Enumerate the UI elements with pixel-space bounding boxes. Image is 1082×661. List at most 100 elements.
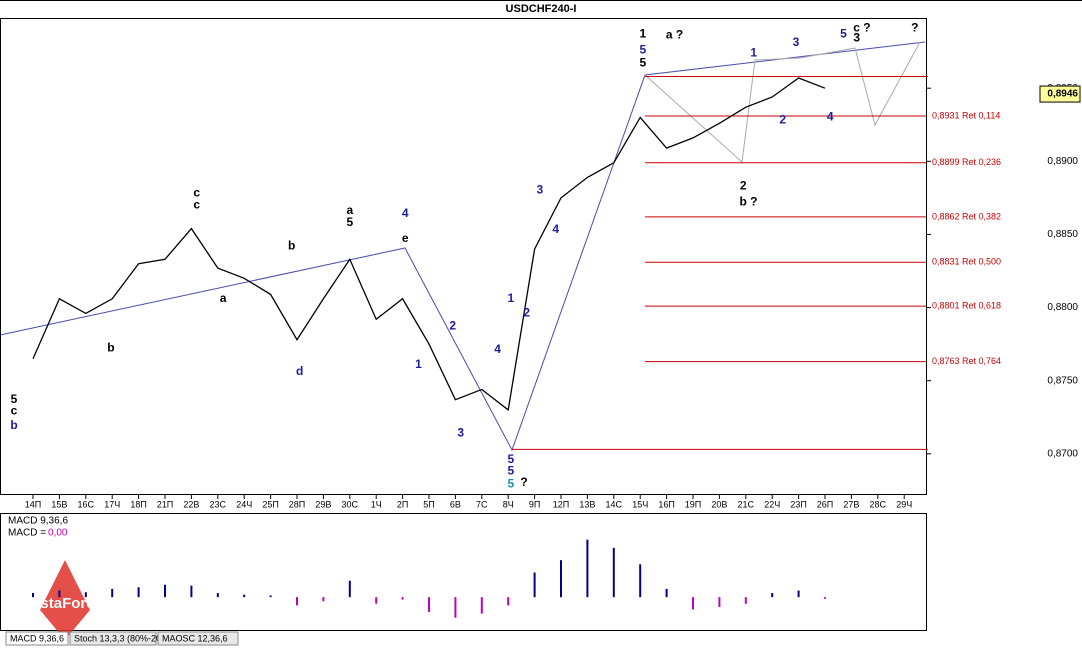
x-tick-label: 9П <box>529 499 540 509</box>
macd-bar <box>58 590 61 598</box>
x-tick-label: 25П <box>262 499 278 509</box>
wave-label: a ? <box>666 28 683 42</box>
wave-label: b <box>288 238 295 252</box>
wave-label: 3 <box>457 425 464 439</box>
x-tick-label: 21С <box>738 499 755 509</box>
wave-label: 5 <box>639 56 646 70</box>
x-tick-label: 26П <box>817 499 833 509</box>
chart-title: USDCHF240-I <box>506 3 577 15</box>
macd-bar <box>507 597 510 606</box>
wave-label: c <box>11 404 18 418</box>
wave-label: 4 <box>552 222 559 236</box>
wave-label: 3 <box>793 35 800 49</box>
macd-bar <box>164 584 166 598</box>
macd-bar <box>296 597 298 606</box>
wave-label: 4 <box>494 342 501 356</box>
wave-label: c <box>193 186 200 200</box>
x-tick-label: 18П <box>130 499 146 509</box>
wave-label: b <box>10 418 17 432</box>
wave-label: b <box>107 341 114 355</box>
x-tick-label: 2П <box>397 499 408 509</box>
x-tick-label: 29Ч <box>896 499 912 509</box>
macd-bar <box>560 560 562 598</box>
x-tick-label: 30С <box>342 499 359 509</box>
fib-label: 0,8831 Ret 0,500 <box>932 257 1001 267</box>
wave-label: c <box>193 197 200 211</box>
macd-bar <box>348 580 351 598</box>
macd-bar <box>665 588 668 598</box>
x-tick-label: 12П <box>553 499 569 509</box>
wave-label: ? <box>520 475 527 489</box>
x-tick-label: 27В <box>843 499 859 509</box>
x-tick-label: 19П <box>685 499 701 509</box>
macd-bar <box>718 597 721 607</box>
projection-line <box>644 41 921 164</box>
x-tick-label: 8Ч <box>503 499 514 509</box>
wave-label: 5 <box>840 26 847 40</box>
wave-label: 5 <box>507 477 514 491</box>
wave-label: 5 <box>11 392 18 406</box>
fib-label: 0,8862 Ret 0,382 <box>932 211 1001 221</box>
wave-label: c ? <box>853 20 870 34</box>
wave-label: 4 <box>402 206 409 220</box>
wave-label: 1 <box>639 26 646 40</box>
macd-bar <box>32 593 34 598</box>
macd-bar <box>216 593 219 598</box>
macd-bar <box>269 595 272 598</box>
wave-label: 1 <box>415 357 422 371</box>
tab-label[interactable]: MAOSC 12,36,6 <box>162 633 228 643</box>
macd-bar <box>322 597 325 602</box>
x-tick-label: 6В <box>450 499 461 509</box>
macd-bar <box>639 564 642 598</box>
x-tick-label: 13В <box>579 499 595 509</box>
tab <box>157 631 239 646</box>
x-tick-label: 23П <box>790 499 806 509</box>
macd-bar <box>375 597 378 604</box>
x-tick-label: 22Ч <box>764 499 780 509</box>
fib-label: 0,8801 Ret 0,618 <box>932 300 1001 310</box>
watermark-logo <box>40 560 90 640</box>
y-tick-label: 0,8700 <box>1047 448 1078 459</box>
macd-current-value: 0,00 <box>48 528 68 539</box>
macd-bar <box>190 585 193 598</box>
macd-bar <box>480 597 483 614</box>
wave-label: 3 <box>537 183 544 197</box>
watermark-text: InstaForex <box>27 595 104 612</box>
fib-label: 0,8931 Ret 0,114 <box>932 110 1000 120</box>
tab-label[interactable]: MACD 9,36,6 <box>10 633 64 643</box>
plot-frame <box>0 18 927 495</box>
fib-label: 0,8763 Ret 0,764 <box>932 356 1001 366</box>
macd-bar <box>612 547 615 598</box>
last-price-label: 0,8946 <box>1047 89 1078 100</box>
wave-label: 2 <box>779 113 786 127</box>
x-tick-label: 28С <box>870 499 887 509</box>
macd-bar <box>771 593 774 598</box>
x-tick-label: 5П <box>423 499 434 509</box>
wave-label: ? <box>911 20 918 34</box>
macd-bar <box>797 590 800 598</box>
macd-bar <box>454 597 457 618</box>
tab-label[interactable]: Stoch 13,3,3 (80%-20%) <box>74 633 172 643</box>
wave-label: b ? <box>739 194 757 208</box>
fib-label: 0,8899 Ret 0,236 <box>932 157 1001 167</box>
x-tick-label: 15Ч <box>632 499 648 509</box>
x-tick-label: 16П <box>658 499 674 509</box>
x-tick-label: 17Ч <box>104 499 120 509</box>
macd-bar <box>586 539 589 598</box>
x-tick-label: 21П <box>157 499 173 509</box>
wave-label: 4 <box>827 110 834 124</box>
wave-label: 5 <box>639 42 646 56</box>
wave-label: 5 <box>507 464 514 478</box>
y-tick-label: 0,8750 <box>1047 375 1078 386</box>
x-tick-label: 24Ч <box>236 499 252 509</box>
x-tick-label: 20В <box>711 499 727 509</box>
x-tick-label: 1Ч <box>371 499 382 509</box>
wave-line <box>0 41 926 452</box>
tab <box>69 631 157 646</box>
y-tick-label: 0,8850 <box>1047 229 1078 240</box>
macd-bar <box>744 597 747 604</box>
x-tick-label: 14П <box>25 499 41 509</box>
last-price-box <box>1039 85 1081 103</box>
